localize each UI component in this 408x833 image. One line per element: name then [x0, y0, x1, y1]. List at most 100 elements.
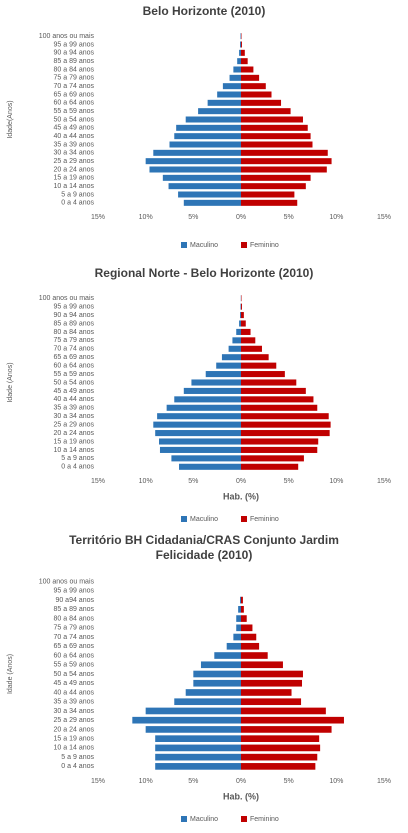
legend-label: Maculino: [190, 242, 218, 249]
y-tick-label: 95 a 99 anos: [54, 588, 95, 595]
bar: [241, 726, 332, 733]
bar: [191, 379, 241, 385]
chart-title: Belo Horizonte (2010): [0, 0, 408, 26]
bar: [179, 464, 241, 470]
y-tick-label: 100 anos ou mais: [39, 295, 95, 302]
bar: [236, 615, 241, 622]
bar: [241, 615, 247, 622]
bar: [241, 312, 244, 318]
bar: [241, 117, 303, 123]
y-tick-label: 45 a 49 anos: [54, 680, 95, 687]
legend-label: Feminino: [250, 516, 279, 523]
bar: [153, 150, 241, 156]
bar: [241, 158, 332, 164]
bar: [241, 671, 303, 678]
x-tick-label: 5%: [188, 778, 198, 785]
chart-panel: Belo Horizonte (2010)15%10%5%0%5%10%15%0…: [0, 0, 408, 259]
y-tick-label: 25 a 29 anos: [54, 158, 95, 165]
legend-swatch: [181, 242, 187, 248]
bar: [238, 606, 241, 613]
x-tick-label: 10%: [139, 214, 153, 221]
bar: [241, 438, 318, 444]
y-axis-label: Idade (Anos): [7, 654, 14, 694]
y-tick-label: 90 a 94 anos: [54, 312, 95, 319]
x-tick-label: 5%: [284, 778, 294, 785]
chart-title: Regional Norte - Belo Horizonte (2010): [0, 262, 408, 288]
bar: [241, 624, 252, 631]
bar: [227, 643, 241, 650]
y-tick-label: 30 a 34 anos: [54, 150, 95, 157]
bar: [241, 754, 317, 761]
bar: [241, 175, 311, 181]
x-axis-label: Hab. (%): [223, 491, 259, 501]
bar: [170, 142, 242, 148]
bar: [155, 430, 241, 436]
bar: [149, 167, 241, 173]
x-tick-label: 15%: [91, 778, 105, 785]
y-tick-label: 15 a 19 anos: [54, 736, 95, 743]
y-tick-label: 70 a 74 anos: [54, 346, 95, 353]
y-tick-label: 60 a 64 anos: [54, 100, 95, 107]
y-tick-label: 10 a 14 anos: [54, 447, 95, 454]
bar: [241, 606, 244, 613]
bar: [159, 438, 241, 444]
chart-title: Território BH Cidadania/CRAS Conjunto Ja…: [0, 529, 408, 571]
bar: [241, 717, 344, 724]
bar: [241, 735, 319, 742]
legend-label: Maculino: [190, 816, 218, 823]
bar: [169, 183, 241, 189]
bar: [146, 708, 241, 715]
x-tick-label: 5%: [188, 478, 198, 485]
y-tick-label: 20 a 24 anos: [54, 166, 95, 173]
chart-panel: Regional Norte - Belo Horizonte (2010) 15…: [0, 262, 408, 533]
bar: [241, 329, 251, 335]
bar: [193, 680, 241, 687]
bar: [241, 745, 320, 752]
y-tick-label: 40 a 44 anos: [54, 396, 95, 403]
x-tick-label: 0%: [236, 478, 246, 485]
x-tick-label: 0%: [236, 214, 246, 221]
y-tick-label: 50 a 54 anos: [54, 379, 95, 386]
bar: [223, 83, 241, 89]
x-tick-label: 10%: [139, 778, 153, 785]
y-tick-label: 75 a 79 anos: [54, 625, 95, 632]
bar: [241, 455, 304, 461]
bar: [237, 58, 241, 64]
bar: [217, 92, 241, 98]
y-tick-label: 55 a 59 anos: [54, 108, 95, 115]
bar: [241, 337, 255, 343]
bar: [241, 634, 256, 641]
y-tick-label: 35 a 39 anos: [54, 141, 95, 148]
bar: [239, 50, 241, 56]
legend-swatch: [241, 816, 247, 822]
x-tick-label: 0%: [236, 778, 246, 785]
y-tick-label: 0 a 4 anos: [61, 200, 94, 207]
bar: [229, 346, 241, 352]
y-tick-label: 90 a94 anos: [55, 597, 94, 604]
y-tick-label: 65 a 69 anos: [54, 354, 95, 361]
bar: [241, 464, 298, 470]
x-tick-label: 10%: [329, 478, 343, 485]
legend-swatch: [241, 242, 247, 248]
bar: [201, 661, 241, 668]
bar: [174, 133, 241, 139]
x-tick-label: 15%: [377, 478, 391, 485]
bar: [241, 388, 306, 394]
y-tick-label: 5 a 9 anos: [61, 754, 94, 761]
bar: [241, 125, 308, 131]
y-tick-label: 60 a 64 anos: [54, 652, 95, 659]
bar: [241, 708, 326, 715]
bar: [153, 422, 241, 428]
y-tick-label: 55 a 59 anos: [54, 371, 95, 378]
bar: [241, 320, 246, 326]
y-tick-label: 95 a 99 anos: [54, 41, 95, 48]
bar: [241, 42, 242, 48]
bar: [155, 745, 241, 752]
bar: [241, 58, 248, 64]
bar: [240, 312, 241, 318]
y-tick-label: 75 a 79 anos: [54, 337, 95, 344]
x-tick-label: 10%: [329, 214, 343, 221]
bar: [160, 447, 241, 453]
